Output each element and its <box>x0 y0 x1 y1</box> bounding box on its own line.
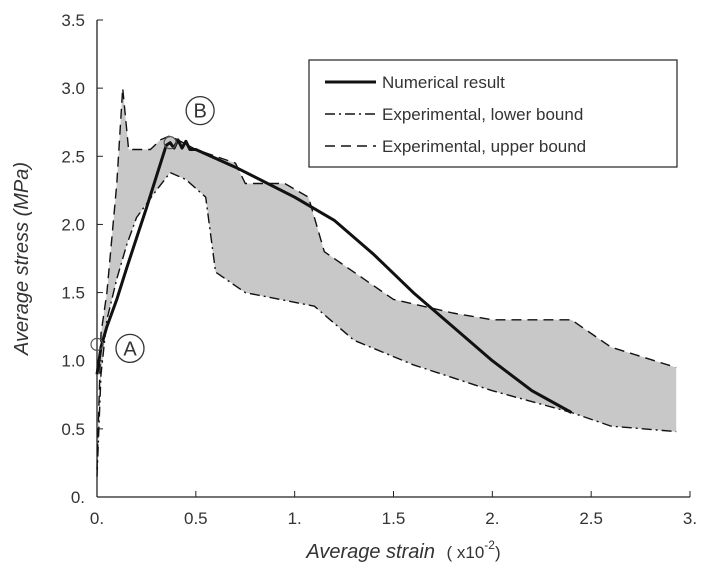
axis-labels: Average strain ( x10-2) Average stress (… <box>11 162 501 563</box>
y-tick-label: 3.5 <box>61 11 85 30</box>
x-tick-label: 3. <box>683 509 697 528</box>
x-axis-label-close: ) <box>495 543 501 562</box>
x-axis-label-exponent: -2 <box>484 538 495 552</box>
legend-label: Experimental, upper bound <box>382 137 586 156</box>
annotation-marker <box>90 337 104 351</box>
y-tick-label: 1.0 <box>61 352 85 371</box>
x-axis-label: Average strain ( x10-2) <box>305 538 500 563</box>
annotation-circle <box>185 96 215 126</box>
x-axis-label-unit: ( x10 <box>447 543 485 562</box>
y-axis-label: Average stress (MPa) <box>11 162 33 356</box>
series-layer <box>95 87 677 477</box>
y-tick-label: 3.0 <box>61 79 85 98</box>
x-tick-label: 1. <box>288 509 302 528</box>
tick-labels: 0. 0.5 1. 1.5 2. 2.5 3. 0. 0.5 1.0 1.5 2.0 2.5 3.0 3.5 <box>61 11 697 528</box>
x-tick-label: 1.5 <box>382 509 406 528</box>
annotation-marker <box>163 136 177 150</box>
series-line-solid <box>95 138 573 414</box>
envelope-fill-layer <box>97 88 677 477</box>
y-tick-label: 0.5 <box>61 420 85 439</box>
x-axis-label-main: Average strain <box>305 541 435 563</box>
legend-label: Numerical result <box>382 73 505 92</box>
y-tick-label: 0. <box>71 488 85 507</box>
annotations: AB <box>90 96 215 364</box>
legend-label: Experimental, lower bound <box>382 105 583 124</box>
y-tick-label: 2.5 <box>61 147 85 166</box>
legend: Numerical result Experimental, lower boun… <box>308 59 678 168</box>
annotation-circle <box>115 333 145 364</box>
envelope-fill <box>97 88 677 477</box>
series-line-dashdot <box>96 171 677 477</box>
y-tick-label: 1.5 <box>61 284 85 303</box>
x-tick-label: 2. <box>485 509 499 528</box>
annotation-label: A <box>123 338 137 360</box>
y-tick-label: 2.0 <box>61 215 85 234</box>
x-tick-label: 0.5 <box>184 509 208 528</box>
series-line-dashed <box>96 87 677 470</box>
x-tick-label: 2.5 <box>579 509 603 528</box>
annotation-label: B <box>193 101 206 123</box>
x-tick-label: 0. <box>90 509 104 528</box>
